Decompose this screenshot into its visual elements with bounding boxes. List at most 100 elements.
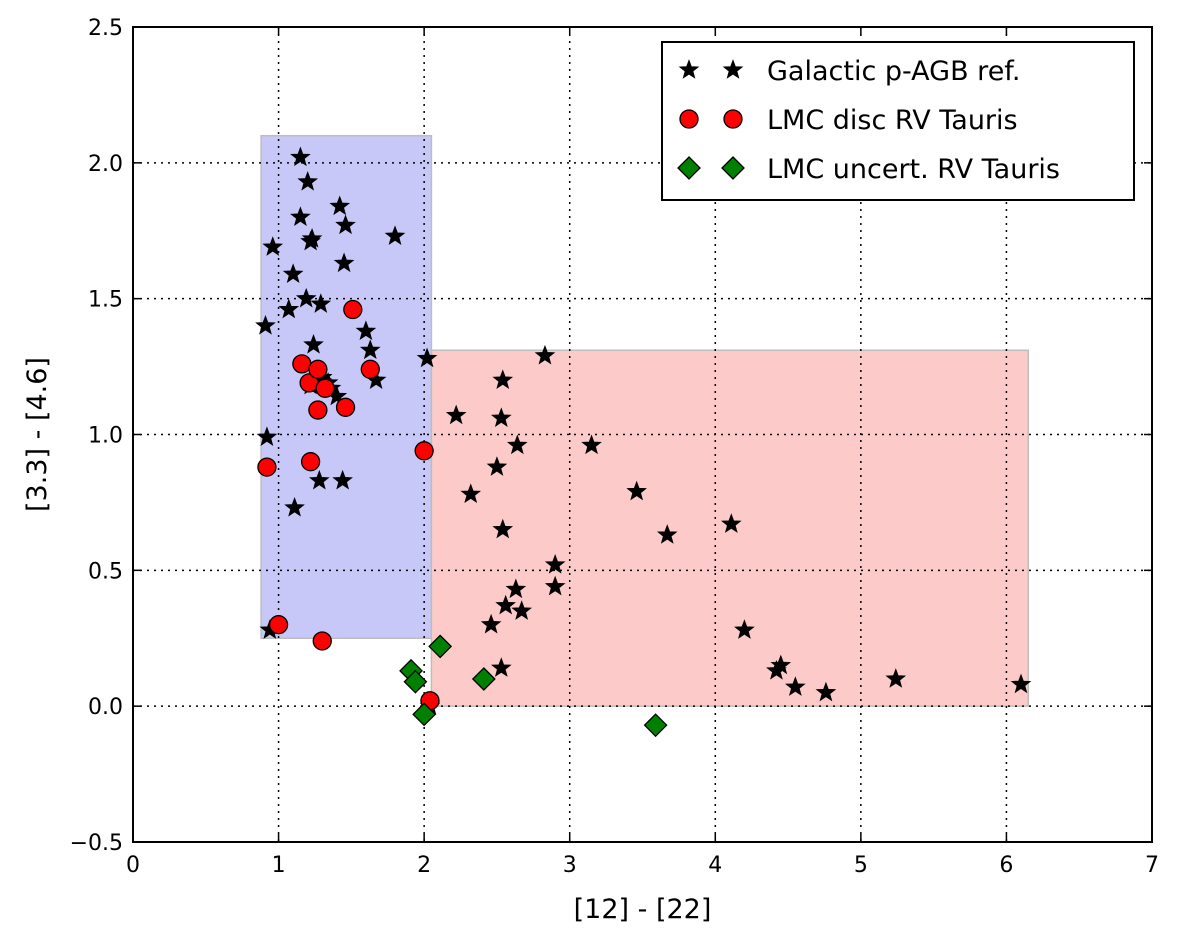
legend-marker <box>677 156 701 180</box>
star-point <box>734 619 755 639</box>
circle-point <box>257 457 277 477</box>
star-point <box>544 554 566 574</box>
circle-point <box>308 359 328 379</box>
circle-point <box>268 615 289 635</box>
star-point <box>506 434 528 455</box>
blue-region <box>260 134 433 640</box>
x-tick-label: 6 <box>999 853 1013 878</box>
star-point <box>492 518 514 539</box>
star-point <box>329 195 351 216</box>
series-1 <box>257 299 440 711</box>
legend-entry-lmc-uncert: LMC uncert. RV Tauris <box>677 154 1060 185</box>
x-axis-label: [12] - [22] <box>574 894 712 925</box>
circle-point <box>414 441 434 461</box>
axis-ticks: 0 1 2 3 4 5 6 7 −0.5 0.0 0.5 1.0 1.5 2.0 2.5 <box>70 16 1159 878</box>
diamond-point <box>412 702 437 727</box>
star-point <box>355 320 377 341</box>
data-points <box>255 146 1032 738</box>
star-point <box>332 469 353 490</box>
star-point <box>255 314 276 335</box>
star-point <box>656 524 678 544</box>
y-tick-label: 1.0 <box>88 424 123 449</box>
circle-point <box>292 354 312 374</box>
star-point <box>534 344 556 365</box>
y-tick-label: 1.5 <box>88 288 123 313</box>
y-tick-label: 0.0 <box>88 695 123 720</box>
star-point <box>1010 673 1032 694</box>
star-point <box>290 206 311 226</box>
star-point <box>278 298 300 319</box>
y-tick-label: 2.5 <box>88 16 123 41</box>
legend-label-galactic-pagb: Galactic p-AGB ref. <box>767 56 1020 87</box>
star-point <box>785 676 806 696</box>
legend-entry-lmc-disc: LMC disc RV Tauris <box>679 105 1018 136</box>
y-tick-label: 2.0 <box>88 152 123 177</box>
x-tick-label: 1 <box>272 853 286 878</box>
legend: Galactic p-AGB ref. LMC disc RV Tauris L… <box>661 41 1135 201</box>
circle-point <box>315 378 335 398</box>
diamond-point <box>643 713 668 738</box>
star-point <box>581 434 602 455</box>
star-point <box>310 293 332 313</box>
x-tick-label: 7 <box>1145 853 1159 878</box>
circle-point <box>308 400 328 420</box>
diamond-point <box>428 634 453 659</box>
star-point <box>544 575 566 596</box>
star-point <box>885 668 907 688</box>
x-tick-label: 2 <box>417 853 431 878</box>
star-point <box>490 657 512 677</box>
x-tick-label: 0 <box>126 853 140 878</box>
star-point <box>384 225 406 245</box>
star-point <box>490 407 512 427</box>
star-point <box>460 483 482 504</box>
legend-marker <box>679 109 699 129</box>
x-tick-label: 3 <box>563 853 577 878</box>
star-point <box>295 287 317 308</box>
diamond-point <box>471 667 496 691</box>
star-point <box>359 339 381 360</box>
legend-marker <box>722 59 744 79</box>
star-point <box>262 236 284 256</box>
circle-point <box>335 397 356 417</box>
star-point <box>282 263 304 284</box>
star-point <box>445 404 467 425</box>
star-point <box>770 654 792 675</box>
star-point <box>720 513 742 533</box>
y-tick-label: −0.5 <box>70 831 123 856</box>
x-tick-label: 5 <box>854 853 868 878</box>
y-axis-label: [3.3] - [4.6] <box>22 357 53 512</box>
y-tick-label: 0.5 <box>88 559 123 584</box>
star-point <box>480 613 502 634</box>
x-tick-label: 4 <box>708 853 722 878</box>
star-point <box>309 469 330 490</box>
star-point <box>495 594 516 615</box>
star-point <box>300 230 321 251</box>
star-point <box>486 456 508 476</box>
star-point <box>626 480 648 501</box>
star-point <box>297 170 319 191</box>
legend-label-lmc-disc: LMC disc RV Tauris <box>767 105 1018 136</box>
legend-marker <box>678 59 700 79</box>
star-point <box>511 600 533 620</box>
star-point <box>505 578 527 599</box>
legend-label-lmc-uncert: LMC uncert. RV Tauris <box>767 154 1060 185</box>
star-point <box>815 681 837 702</box>
star-point <box>333 252 355 273</box>
diamond-point <box>403 669 428 694</box>
star-point <box>303 333 324 354</box>
star-point <box>416 347 438 368</box>
star-point <box>284 496 305 517</box>
legend-entry-galactic-pagb: Galactic p-AGB ref. <box>678 56 1020 87</box>
star-point <box>290 146 311 167</box>
circle-point <box>343 299 363 320</box>
star-point <box>492 369 514 389</box>
star-point <box>256 426 278 447</box>
star-point <box>335 214 356 235</box>
circle-point <box>360 359 380 379</box>
series-2 <box>399 634 668 738</box>
legend-marker <box>721 156 745 180</box>
circle-point <box>300 452 321 472</box>
legend-marker <box>723 109 743 129</box>
circle-point <box>312 631 332 651</box>
